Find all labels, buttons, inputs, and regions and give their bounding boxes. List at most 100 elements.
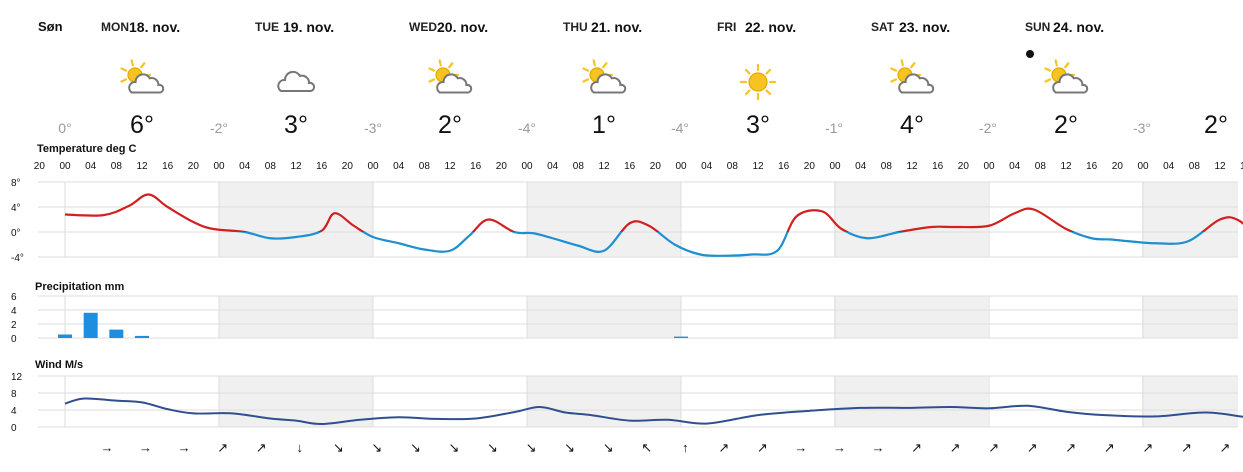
min-temperature: -2°	[210, 120, 228, 136]
hour-tick-label: 04	[1163, 161, 1175, 172]
hour-tick-label: 08	[881, 161, 893, 172]
day-band	[1142, 296, 1238, 338]
hour-tick-label: 00	[675, 161, 687, 172]
y-tick-label: 4	[11, 406, 17, 417]
hour-tick-label: 12	[752, 161, 764, 172]
hour-tick-label: 12	[444, 161, 456, 172]
min-temperature: -4°	[518, 120, 536, 136]
max-temperature: 2°	[438, 111, 462, 139]
wind-direction-arrow: ↗	[1219, 440, 1230, 455]
day-band	[219, 376, 373, 427]
hour-tick-label: 00	[1137, 161, 1149, 172]
wind-direction-arrow: ↖	[641, 440, 652, 455]
precipitation-bar	[84, 313, 98, 338]
day-band	[834, 182, 988, 257]
day-band	[527, 296, 681, 338]
wind-direction-arrow: ↗	[950, 440, 961, 455]
partly-cloudy-icon	[429, 60, 471, 92]
day-date: 24. nov.	[1053, 19, 1104, 35]
wind-direction-arrow: ↘	[526, 440, 537, 455]
y-tick-label: 8°	[11, 178, 21, 189]
wind-direction-arrow: ↘	[603, 440, 614, 455]
wind-direction-arrow: ↗	[1065, 440, 1076, 455]
wind-direction-arrow: →	[139, 440, 152, 455]
hour-tick-label: 08	[111, 161, 123, 172]
hour-tick-label: 08	[419, 161, 431, 172]
y-tick-label: 12	[11, 372, 23, 383]
y-tick-label: 0	[11, 334, 17, 345]
hour-tick-label: 16	[932, 161, 944, 172]
wind-direction-arrow: ↗	[1104, 440, 1115, 455]
day-band	[1142, 182, 1238, 257]
min-temperature: 0°	[58, 120, 71, 136]
hour-tick-label: 12	[136, 161, 148, 172]
max-temperature: 3°	[284, 111, 308, 139]
y-tick-label: -4°	[11, 253, 24, 264]
temperature-title: Temperature deg C	[37, 143, 136, 155]
precipitation-title: Precipitation mm	[35, 281, 124, 293]
hour-tick-label: 08	[1189, 161, 1201, 172]
y-tick-label: 0	[11, 423, 17, 434]
partly-cloudy-icon	[583, 60, 625, 92]
day-date: 23. nov.	[899, 19, 950, 35]
hour-tick-label: 08	[265, 161, 277, 172]
hour-tick-label: 00	[59, 161, 71, 172]
y-tick-label: 8	[11, 389, 17, 400]
temperature-chart: Temperature deg C 20 00 04 08 12 16 20 00 04 08 12…	[11, 143, 1243, 264]
wind-direction-arrow: ↗	[718, 440, 729, 455]
precipitation-bar	[674, 337, 688, 338]
marker-dot	[1026, 50, 1034, 58]
day-band	[219, 296, 373, 338]
hour-tick-label: 20	[804, 161, 816, 172]
wind-direction-arrow: ↘	[333, 440, 344, 455]
partly-cloudy-icon	[1045, 60, 1087, 92]
wind-direction-arrow: ↗	[256, 440, 267, 455]
hour-tick-label: 20	[188, 161, 200, 172]
hour-tick-label: 04	[855, 161, 867, 172]
wind-direction-arrow: ↘	[371, 440, 382, 455]
precipitation-bar	[58, 335, 72, 339]
day-date: 22. nov.	[745, 19, 796, 35]
day-date: 20. nov.	[437, 19, 488, 35]
hour-tick-label: 16	[624, 161, 636, 172]
day-band	[527, 182, 681, 257]
hour-tick-label: 16	[1086, 161, 1098, 172]
sun-icon	[741, 65, 775, 99]
max-temperature: 2°	[1054, 111, 1078, 139]
hour-tick-label: 12	[1060, 161, 1072, 172]
hour-tick-label: 04	[239, 161, 251, 172]
cloud-icon	[278, 72, 314, 91]
hour-tick-label: 00	[521, 161, 533, 172]
day-band	[834, 296, 988, 338]
hour-tick-label: 12	[598, 161, 610, 172]
wind-direction-arrow: ↗	[757, 440, 768, 455]
hour-tick-label: 12	[906, 161, 918, 172]
hour-tick-label: 20	[342, 161, 354, 172]
day-name: SUN	[1025, 20, 1050, 34]
hour-tick-label: 20	[1112, 161, 1124, 172]
y-tick-label: 2	[11, 320, 17, 331]
wind-direction-arrow: ↓	[297, 440, 304, 455]
hour-tick-label: 16	[778, 161, 790, 172]
day-name: WED	[409, 20, 437, 34]
min-temperature: -3°	[1133, 120, 1151, 136]
day-band	[1142, 376, 1238, 427]
hour-tick-label: 04	[701, 161, 713, 172]
day-date: 21. nov.	[591, 19, 642, 35]
day-name: MON	[101, 20, 129, 34]
hour-tick-label: 20	[650, 161, 662, 172]
day-name: FRI	[717, 20, 736, 34]
site-label: Søn	[38, 19, 63, 34]
max-temperature: 1°	[592, 111, 616, 139]
hour-tick-label: 04	[393, 161, 405, 172]
wind-direction-arrow: →	[101, 440, 114, 455]
wind-direction-arrow: ↗	[911, 440, 922, 455]
wind-direction-arrow: ↘	[410, 440, 421, 455]
hour-tick-label: 04	[547, 161, 559, 172]
min-temperature: -2°	[979, 120, 997, 136]
